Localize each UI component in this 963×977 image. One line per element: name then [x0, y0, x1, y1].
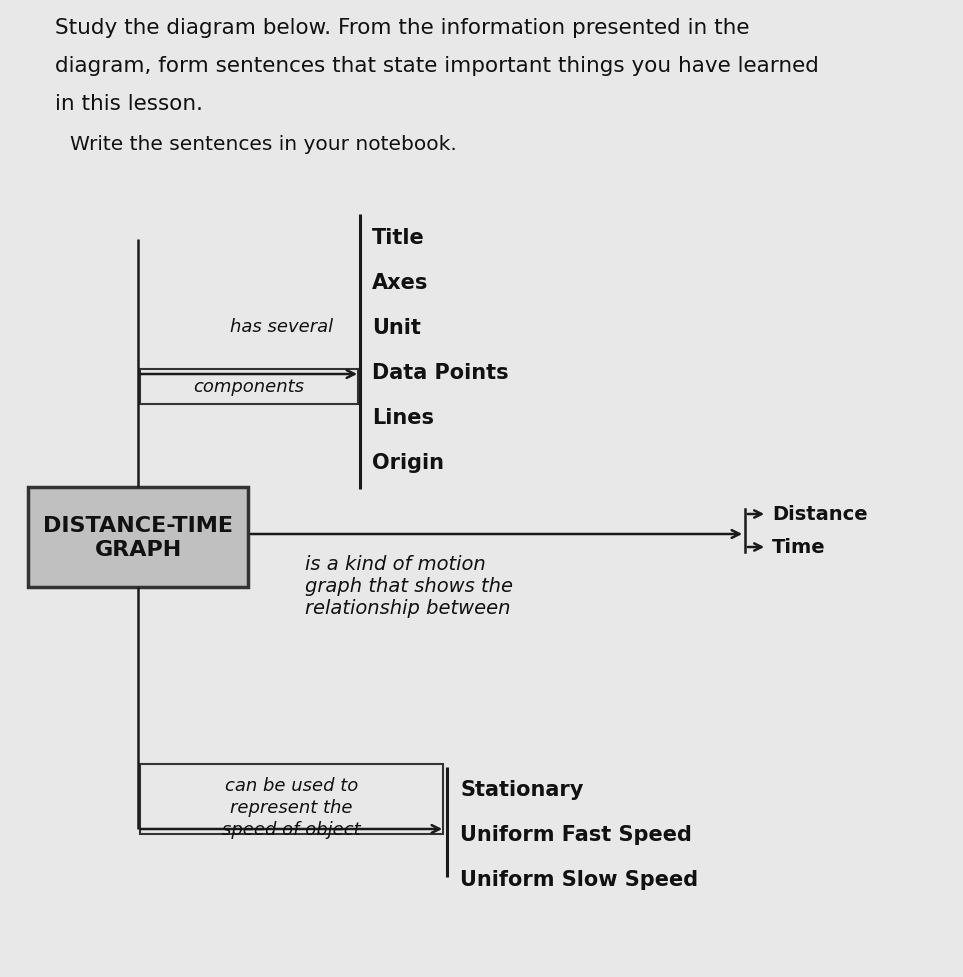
Text: Origin: Origin — [372, 452, 444, 473]
Text: Distance: Distance — [772, 505, 868, 524]
Text: Axes: Axes — [372, 273, 429, 293]
Text: DISTANCE-TIME
GRAPH: DISTANCE-TIME GRAPH — [43, 516, 233, 559]
Text: can be used to: can be used to — [225, 776, 358, 794]
Text: speed of object: speed of object — [222, 820, 361, 838]
Text: Unit: Unit — [372, 318, 421, 338]
Text: Stationary: Stationary — [460, 780, 584, 799]
Text: is a kind of motion
graph that shows the
relationship between: is a kind of motion graph that shows the… — [305, 554, 513, 617]
Text: has several: has several — [230, 318, 333, 336]
Text: Data Points: Data Points — [372, 362, 508, 383]
Text: Uniform Fast Speed: Uniform Fast Speed — [460, 825, 691, 844]
Text: Write the sentences in your notebook.: Write the sentences in your notebook. — [70, 135, 456, 153]
Text: Uniform Slow Speed: Uniform Slow Speed — [460, 870, 698, 889]
Text: Lines: Lines — [372, 407, 434, 428]
Text: Title: Title — [372, 228, 425, 248]
Text: in this lesson.: in this lesson. — [55, 94, 203, 114]
Text: Time: Time — [772, 538, 825, 557]
Text: represent the: represent the — [230, 798, 352, 816]
Text: diagram, form sentences that state important things you have learned: diagram, form sentences that state impor… — [55, 56, 819, 76]
Text: components: components — [194, 378, 304, 396]
Text: Study the diagram below. From the information presented in the: Study the diagram below. From the inform… — [55, 18, 749, 38]
FancyBboxPatch shape — [28, 488, 248, 587]
